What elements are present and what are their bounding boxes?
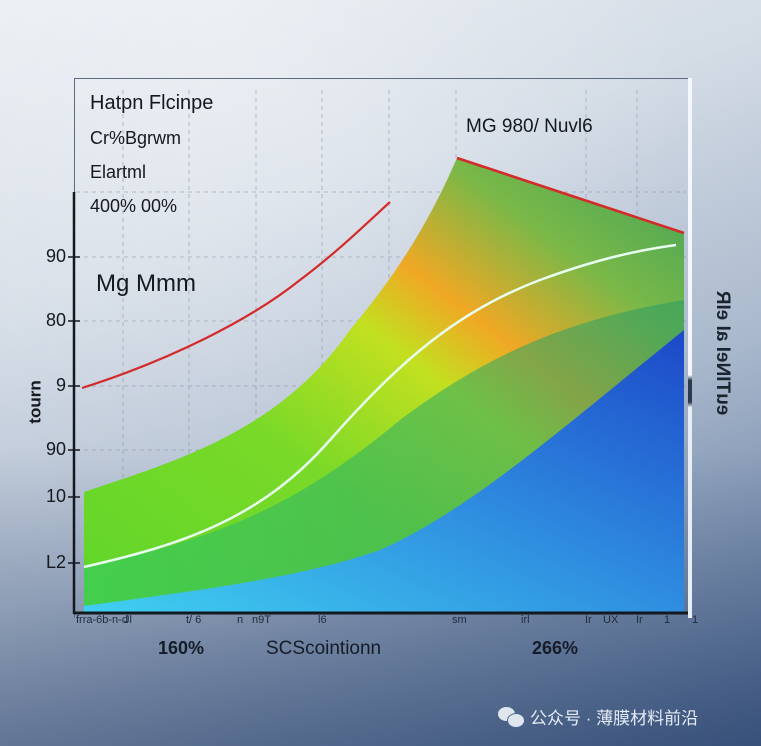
chart-subtitle-3: 400% 00% xyxy=(90,196,178,216)
chart-subtitle-1: Cr%Bgrwm xyxy=(90,128,182,148)
xtick-label: l6 xyxy=(318,614,327,626)
ytick-label: 90 xyxy=(45,439,66,459)
xtick-label: irl xyxy=(521,614,530,626)
line-red-left xyxy=(81,201,391,390)
x-axis-title: SCScointionn xyxy=(266,638,382,659)
ytick-label: 9 xyxy=(55,375,66,395)
xtick-label: n xyxy=(237,614,244,626)
chart-title: Hatpn Flcinpe xyxy=(90,92,214,114)
ytick-label: L2 xyxy=(45,552,66,572)
ytick-label: 80 xyxy=(45,310,66,330)
xtick-label: 1 xyxy=(664,614,671,626)
y-axis-label-right: euTINeI aI eIR xyxy=(712,290,733,416)
ytick-label: 90 xyxy=(45,246,66,266)
xtick-label: frra-6b-n-d xyxy=(76,614,128,626)
frame-edge xyxy=(688,78,692,618)
xtick-label: Ir xyxy=(636,614,643,626)
xtick-label: Jl xyxy=(124,614,132,626)
xtick-label: sm xyxy=(452,614,467,626)
x-label-right: 266% xyxy=(532,638,579,658)
xtick-label: Ir xyxy=(585,614,592,626)
area-blue xyxy=(84,330,684,612)
watermark: 公众号 · 薄膜材料前沿 xyxy=(498,704,698,729)
wechat-icon xyxy=(498,706,525,728)
xtick-label: n9T xyxy=(252,614,271,626)
xtick-label: 1 xyxy=(692,614,699,626)
line-red-right xyxy=(456,156,685,235)
ytick-label: 10 xyxy=(45,486,66,506)
annotation-mg: Mg Mmm xyxy=(96,270,196,297)
annotation-mg980: MG 980/ Nuvl6 xyxy=(466,116,593,137)
line-white xyxy=(83,243,677,569)
chart-subtitle-2: Elartml xyxy=(90,162,147,182)
x-label-left: 160% xyxy=(158,638,205,658)
y-axis-label: tourn xyxy=(25,380,45,424)
watermark-text: 公众号 · 薄膜材料前沿 xyxy=(530,709,699,728)
xtick-label: UX xyxy=(603,614,619,626)
xtick-label: t/ 6 xyxy=(186,614,202,626)
